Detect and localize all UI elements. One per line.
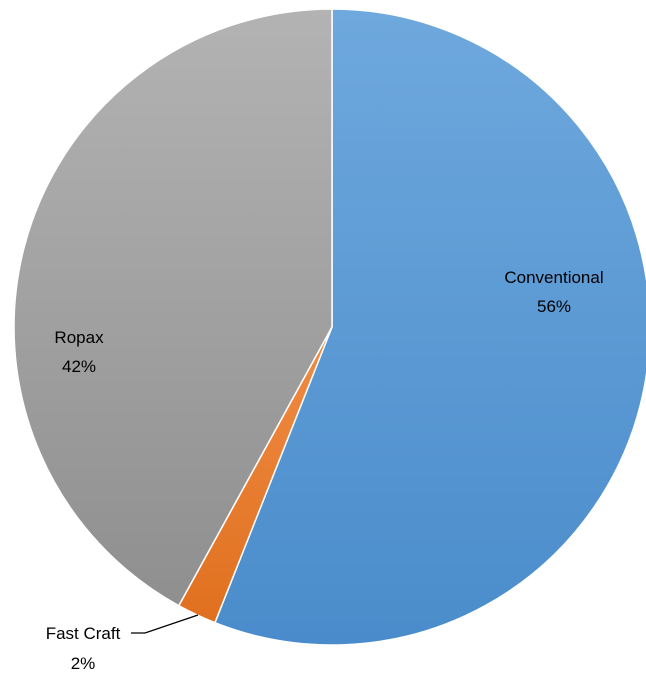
pie-slice-ropax <box>13 8 333 607</box>
leader-line-fast-craft <box>131 614 199 634</box>
slice-percent-ropax: 42% <box>62 357 96 376</box>
slices-group <box>13 8 646 646</box>
slice-label-ropax: Ropax <box>54 328 104 347</box>
pie-slice-conventional <box>214 8 646 646</box>
slice-percent-fast-craft: 2% <box>71 654 96 673</box>
slice-label-fast-craft: Fast Craft <box>46 624 121 643</box>
slice-percent-conventional: 56% <box>537 297 571 316</box>
slice-label-conventional: Conventional <box>504 268 603 287</box>
labels-group: Conventional 56% Fast Craft 2% Ropax 42% <box>46 268 604 673</box>
